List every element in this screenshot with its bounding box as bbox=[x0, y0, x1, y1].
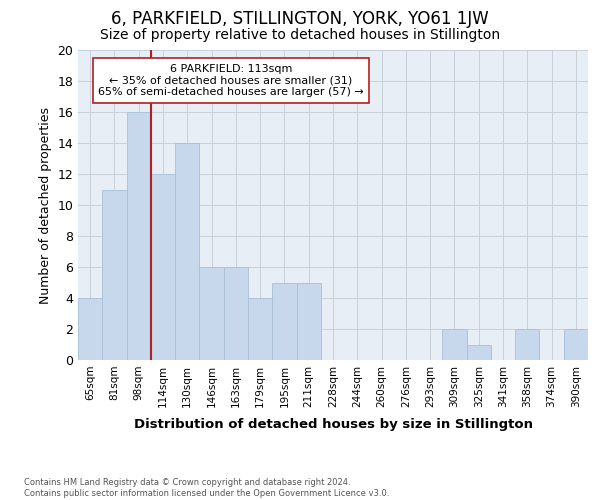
Bar bbox=[224, 267, 248, 360]
Bar bbox=[151, 174, 175, 360]
Bar bbox=[78, 298, 102, 360]
Text: Contains HM Land Registry data © Crown copyright and database right 2024.
Contai: Contains HM Land Registry data © Crown c… bbox=[24, 478, 389, 498]
Bar bbox=[564, 329, 588, 360]
Bar bbox=[296, 282, 321, 360]
Bar bbox=[127, 112, 151, 360]
Bar bbox=[442, 329, 467, 360]
Y-axis label: Number of detached properties: Number of detached properties bbox=[39, 106, 52, 304]
Bar bbox=[467, 344, 491, 360]
Bar bbox=[272, 282, 296, 360]
Text: 6, PARKFIELD, STILLINGTON, YORK, YO61 1JW: 6, PARKFIELD, STILLINGTON, YORK, YO61 1J… bbox=[111, 10, 489, 28]
Text: Size of property relative to detached houses in Stillington: Size of property relative to detached ho… bbox=[100, 28, 500, 42]
Bar bbox=[102, 190, 127, 360]
Bar bbox=[199, 267, 224, 360]
Bar bbox=[515, 329, 539, 360]
Bar bbox=[248, 298, 272, 360]
Text: 6 PARKFIELD: 113sqm
← 35% of detached houses are smaller (31)
65% of semi-detach: 6 PARKFIELD: 113sqm ← 35% of detached ho… bbox=[98, 64, 364, 97]
X-axis label: Distribution of detached houses by size in Stillington: Distribution of detached houses by size … bbox=[133, 418, 533, 431]
Bar bbox=[175, 143, 199, 360]
